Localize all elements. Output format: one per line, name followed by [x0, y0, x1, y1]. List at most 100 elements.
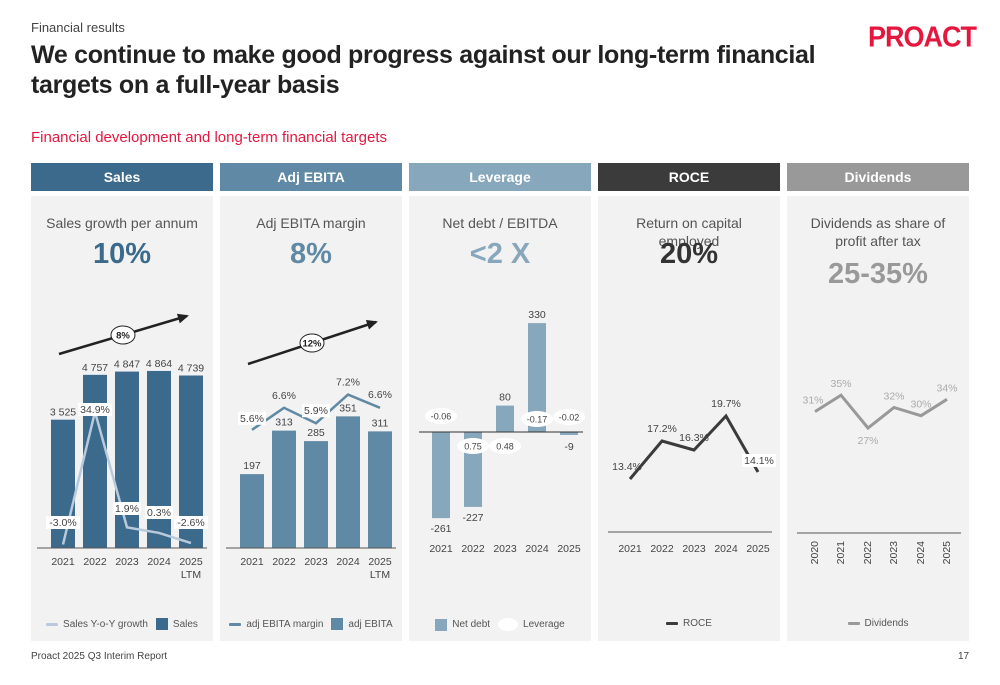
sales-growth-label: -2.6% [177, 517, 204, 529]
dividends-x-tick: 2021 [835, 541, 847, 565]
trend-annotation-label: 12% [302, 339, 322, 350]
footer-report-name: Proact 2025 Q3 Interim Report [31, 651, 168, 662]
kpi-value-adj-ebita: 8% [290, 238, 332, 270]
sales-bar [115, 371, 139, 548]
legend-label: adj EBITA [348, 618, 393, 630]
roce-label: 17.2% [647, 423, 677, 435]
sales-growth-label-bg [113, 502, 141, 515]
legend-sales: Sales Y-o-Y growth Sales [31, 618, 213, 630]
trend-annotation-label: 8% [116, 331, 130, 342]
roce-label: 14.1% [744, 455, 774, 467]
net-debt-bar [432, 432, 450, 519]
dividends-label: 32% [883, 391, 904, 403]
legend-swatch [155, 618, 168, 630]
dividends-x-tick: 2020 [809, 541, 821, 565]
legend-label: Dividends [864, 618, 909, 629]
leverage-bubble [457, 438, 489, 454]
dividends-x-tick: 2023 [888, 541, 900, 565]
legend-item: adj EBITA [331, 618, 393, 630]
dividends-x-tick: 2022 [862, 541, 874, 565]
dividends-x-tick: 2025 [941, 541, 953, 565]
roce-x-tick: 2024 [714, 543, 738, 555]
legend-leverage: Net debt Leverage [409, 618, 591, 631]
adj-ebita-bar-label: 351 [339, 402, 357, 414]
trend-arrow-head [365, 320, 378, 330]
leverage-x-tick: 2021 [429, 543, 453, 555]
adj-ebita-bar [272, 430, 296, 548]
trend-arrow-head [176, 313, 189, 324]
adj-ebita-x-tick: 2024 [336, 556, 360, 568]
leverage-x-tick: 2022 [461, 543, 485, 555]
adj-ebita-x-tick: 2023 [304, 556, 328, 568]
legend-swatch [435, 618, 448, 631]
subtitle: Financial development and long-term fina… [31, 129, 388, 146]
leverage-bubble [425, 408, 457, 424]
net-debt-label: -227 [462, 512, 483, 524]
adj-ebita-x-tick: LTM [370, 569, 390, 581]
panel-body-roce: Return on capital employed 20% 13.4% 17.2… [598, 196, 780, 641]
roce-x-tick: 2021 [618, 543, 642, 555]
legend-swatch [46, 622, 59, 626]
legend-swatch [498, 618, 519, 631]
sales-growth-label-bg [46, 516, 80, 529]
kpi-label-adj-ebita: Adj EBITA margin [256, 215, 366, 231]
section-label: Financial results [31, 20, 125, 35]
chart-leverage: -261 -227 80 330 -9 -0.06 0.75 0.48 -0.17 -0.02 20… [419, 309, 585, 555]
kpi-value-dividends: 25-35% [828, 258, 928, 290]
sales-x-tick: 2024 [147, 556, 171, 568]
legend-dividends: Dividends [787, 618, 969, 629]
panel-header-leverage: Leverage [409, 163, 591, 191]
adj-ebita-x-tick: 2025 [368, 556, 392, 568]
dividends-label: 34% [936, 382, 957, 394]
roce-x-tick: 2023 [682, 543, 706, 555]
panel-header-dividends: Dividends [787, 163, 969, 191]
sales-bar-label: 4 864 [146, 358, 172, 370]
leverage-label: -0.02 [559, 413, 580, 423]
legend-item: Dividends [847, 618, 909, 629]
sales-x-tick: 2023 [115, 556, 139, 568]
sales-x-tick: LTM [181, 569, 201, 581]
roce-label: 13.4% [612, 461, 642, 473]
adj-ebita-bar [304, 441, 328, 548]
leverage-label: 0.75 [464, 442, 482, 452]
sales-bar-label: 3 525 [50, 407, 76, 419]
dividends-label: 27% [857, 435, 878, 447]
adj-ebita-bar-label: 197 [243, 460, 261, 472]
adj-ebita-bar-label: 311 [372, 417, 389, 429]
net-debt-bar [560, 432, 578, 435]
roce-line [628, 413, 760, 480]
net-debt-label: 80 [499, 392, 511, 404]
legend-item: adj EBITA margin [229, 619, 323, 630]
roce-x-tick: 2025 [746, 543, 770, 555]
dividends-label: 31% [802, 395, 823, 407]
net-debt-label: -261 [430, 523, 451, 535]
legend-adj-ebita: adj EBITA margin adj EBITA [220, 618, 402, 630]
adj-ebita-bar-label: 313 [275, 417, 293, 429]
kpi-label-sales: Sales growth per annum [46, 215, 198, 231]
panel-body-leverage: Net debt / EBITDA <2 X -261 -227 80 330 -9 -0… [409, 196, 591, 641]
adj-ebita-margin-label: 6.6% [272, 390, 296, 402]
panel-body-sales: Sales growth per annum 10% 8% 3 525 4 757 4… [31, 196, 213, 641]
sales-bar-label: 4 757 [82, 362, 108, 374]
sales-bar-label: 4 739 [178, 363, 204, 375]
leverage-bubble [521, 411, 553, 427]
legend-swatch [331, 618, 344, 630]
panel-header-roce: ROCE [598, 163, 780, 191]
adj-ebita-margin-label-bg [238, 411, 266, 425]
leverage-label: 0.48 [496, 442, 514, 452]
leverage-x-tick: 2024 [525, 543, 549, 555]
panel-leverage: Leverage Net debt / EBITDA <2 X -261 -227… [409, 163, 591, 641]
panel-header-adj-ebita: Adj EBITA [220, 163, 402, 191]
leverage-x-tick: 2023 [493, 543, 517, 555]
dividends-x-tick: 2024 [915, 541, 927, 565]
kpi-label-leverage: Net debt / EBITDA [442, 215, 558, 231]
panel-adj-ebita: Adj EBITA Adj EBITA margin 8% 12% 197 313 2… [220, 163, 402, 641]
footer-page-number: 17 [958, 651, 970, 662]
adj-ebita-x-tick: 2021 [240, 556, 264, 568]
sales-growth-label: 1.9% [115, 503, 139, 515]
legend-item: Leverage [498, 618, 565, 631]
adj-ebita-bar [240, 474, 264, 548]
net-debt-bar [528, 323, 546, 432]
proact-logo: PROACT [868, 21, 977, 53]
dividends-line [814, 393, 948, 431]
